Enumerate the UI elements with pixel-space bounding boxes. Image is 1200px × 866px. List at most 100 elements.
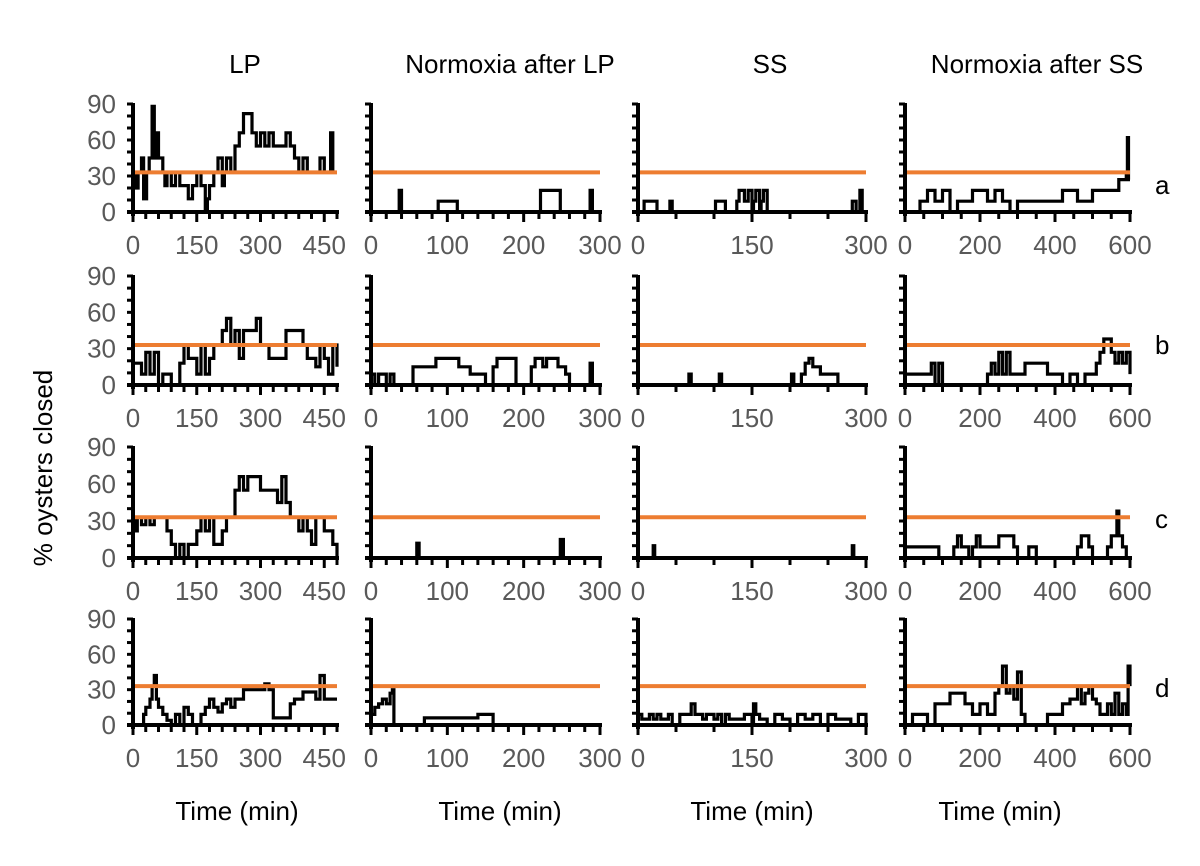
- series-line: [371, 188, 600, 214]
- x-tick-label: 300: [844, 743, 887, 773]
- x-tick-label: 150: [730, 576, 773, 606]
- x-tick-label: 150: [175, 743, 218, 773]
- x-tick-label: 200: [958, 576, 1001, 606]
- series-line: [133, 673, 337, 727]
- x-tick-label: 300: [578, 230, 621, 260]
- x-tick-label: 400: [1033, 403, 1076, 433]
- x-axis-title-lp: Time (min): [175, 796, 298, 826]
- x-tick-label: 200: [502, 576, 545, 606]
- x-tick-label: 200: [958, 743, 1001, 773]
- x-tick-label: 0: [898, 403, 912, 433]
- y-tick-label: 30: [87, 675, 116, 705]
- x-tick-label: 300: [578, 743, 621, 773]
- x-tick-label: 0: [631, 403, 645, 433]
- y-tick-label: 30: [87, 506, 116, 536]
- x-axis-title-ss: Time (min): [690, 796, 813, 826]
- x-tick-label: 600: [1108, 230, 1151, 260]
- y-tick-label: 0: [102, 543, 116, 573]
- panel-b-ss: 0 150 300: [631, 274, 888, 433]
- x-tick-label: 450: [303, 576, 346, 606]
- x-tick-label: 600: [1108, 576, 1151, 606]
- x-tick-label: 0: [364, 576, 378, 606]
- panel-c-normoxia-after-ss: 0 200 400 600: [898, 445, 1152, 606]
- y-tick-label: 90: [87, 261, 116, 291]
- panel-b-lp: 0 150 300 450 0 30 60 90: [87, 261, 346, 433]
- x-tick-label: 200: [502, 403, 545, 433]
- series-line: [638, 702, 868, 727]
- x-tick-label: 0: [364, 403, 378, 433]
- x-tick-label: 100: [426, 576, 469, 606]
- panel-a-normoxia-after-lp: 0 100 200 300: [364, 102, 622, 260]
- x-tick-label: 400: [1033, 743, 1076, 773]
- x-tick-label: 200: [958, 403, 1001, 433]
- y-tick-label: 60: [87, 639, 116, 669]
- series-line: [905, 136, 1131, 214]
- x-tick-label: 300: [844, 576, 887, 606]
- row-labels: a b c d: [1155, 170, 1170, 703]
- panel-d-ss: 0 150 300: [631, 617, 888, 773]
- x-tick-label: 400: [1033, 576, 1076, 606]
- x-axis-titles: Time (min) Time (min) Time (min) Time (m…: [175, 796, 1061, 826]
- x-tick-label: 450: [303, 743, 346, 773]
- x-tick-label: 300: [239, 743, 282, 773]
- x-tick-label: 0: [898, 743, 912, 773]
- x-tick-label: 0: [364, 743, 378, 773]
- panel-d-lp: 0 150 300 450 0 30 60 90: [87, 604, 346, 773]
- series-line: [638, 356, 866, 387]
- x-tick-label: 300: [239, 403, 282, 433]
- series-line: [133, 104, 335, 214]
- column-titles: LP Normoxia after LP SS Normoxia after S…: [229, 49, 1143, 79]
- x-tick-label: 100: [426, 230, 469, 260]
- column-title-lp: LP: [229, 49, 261, 79]
- row-label-a: a: [1155, 170, 1170, 200]
- x-axis-title-normoxia-after-lp: Time (min): [438, 796, 561, 826]
- y-tick-label: 90: [87, 89, 116, 119]
- y-tick-label: 90: [87, 432, 116, 462]
- x-tick-label: 150: [175, 576, 218, 606]
- x-tick-label: 150: [730, 403, 773, 433]
- panel-a-normoxia-after-ss: 0 200 400 600: [898, 102, 1152, 260]
- x-tick-label: 150: [730, 230, 773, 260]
- x-tick-label: 0: [631, 576, 645, 606]
- panel-a-ss: 0 150 300: [631, 102, 888, 260]
- y-tick-label: 0: [102, 710, 116, 740]
- row-label-b: b: [1155, 330, 1169, 360]
- y-tick-label: 30: [87, 161, 116, 191]
- x-tick-label: 0: [364, 230, 378, 260]
- panel-c-lp: 0 150 300 450 0 30 60 90: [87, 432, 346, 606]
- x-tick-label: 200: [502, 743, 545, 773]
- x-tick-label: 300: [844, 230, 887, 260]
- panel-c-ss: 0 150 300: [631, 445, 888, 606]
- x-tick-label: 300: [239, 576, 282, 606]
- x-axis-title-normoxia-after-ss: Time (min): [938, 796, 1061, 826]
- series-line: [905, 664, 1132, 727]
- panel-b-normoxia-after-lp: 0 100 200 300: [364, 274, 622, 433]
- y-tick-label: 60: [87, 297, 116, 327]
- x-tick-label: 0: [126, 743, 140, 773]
- panel-c-normoxia-after-lp: 0 100 200 300: [364, 445, 622, 606]
- panel-d-normoxia-after-lp: 0 100 200 300: [364, 617, 622, 773]
- y-tick-label: 90: [87, 604, 116, 634]
- column-title-normoxia-after-ss: Normoxia after SS: [931, 49, 1143, 79]
- x-tick-label: 150: [730, 743, 773, 773]
- column-title-ss: SS: [753, 49, 788, 79]
- x-tick-label: 0: [631, 743, 645, 773]
- x-tick-label: 0: [631, 230, 645, 260]
- x-tick-label: 100: [426, 403, 469, 433]
- x-tick-label: 450: [303, 403, 346, 433]
- panel-b-normoxia-after-ss: 0 200 400 600: [898, 274, 1152, 433]
- y-axis-title: % oysters closed: [28, 370, 58, 567]
- x-tick-label: 600: [1108, 403, 1151, 433]
- series-line: [371, 537, 600, 560]
- row-label-c: c: [1155, 504, 1168, 534]
- row-label-d: d: [1155, 673, 1169, 703]
- series-line: [371, 356, 600, 387]
- x-tick-label: 0: [898, 230, 912, 260]
- x-tick-label: 0: [126, 576, 140, 606]
- x-tick-label: 600: [1108, 743, 1151, 773]
- series-line: [638, 188, 866, 214]
- y-tick-label: 0: [102, 197, 116, 227]
- panel-d-normoxia-after-ss: 0 200 400 600: [898, 617, 1152, 773]
